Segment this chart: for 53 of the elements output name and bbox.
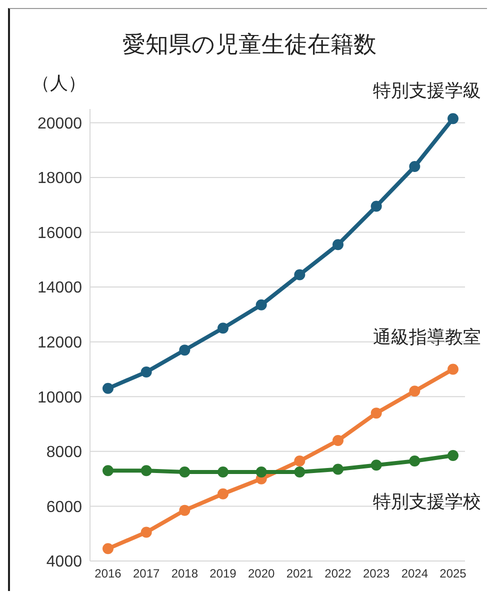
- point: [370, 408, 382, 419]
- y-tick-label: 10000: [38, 389, 82, 406]
- y-tick-label: 18000: [38, 170, 82, 188]
- x-tick-label: 2020: [248, 566, 276, 581]
- x-tick-label: 2018: [171, 566, 198, 581]
- point: [448, 113, 458, 124]
- point: [294, 456, 306, 467]
- series-label: 特別支援学校: [373, 492, 481, 512]
- y-tick-label: 16000: [38, 224, 82, 242]
- series-label: 特別支援学級: [373, 80, 481, 101]
- point: [218, 466, 228, 478]
- point: [409, 456, 420, 467]
- point: [256, 466, 267, 478]
- point: [140, 366, 152, 378]
- point: [102, 543, 114, 554]
- x-tick-label: 2016: [94, 566, 122, 581]
- point: [256, 299, 267, 310]
- point: [332, 464, 344, 475]
- y-tick-label: 14000: [38, 280, 82, 297]
- point: [179, 466, 190, 478]
- y-tick-label: 6000: [46, 498, 82, 516]
- x-tick-label: 2019: [210, 566, 237, 581]
- x-tick-label: 2023: [362, 566, 390, 581]
- y-tick-label: 8000: [46, 444, 82, 462]
- point: [140, 526, 152, 538]
- point: [409, 386, 420, 397]
- point: [218, 322, 228, 334]
- y-axis-title: （人）: [32, 72, 86, 95]
- point: [370, 200, 382, 212]
- point: [102, 465, 114, 476]
- point: [409, 161, 420, 172]
- x-tick-label: 2024: [401, 566, 428, 581]
- x-tick-label: 2017: [132, 566, 160, 581]
- point: [294, 269, 306, 280]
- point: [179, 504, 190, 516]
- point: [448, 450, 458, 462]
- point: [294, 466, 306, 478]
- point: [179, 344, 190, 356]
- y-tick-label: 4000: [46, 554, 82, 571]
- point: [448, 364, 458, 375]
- series-label: 通級指導教室: [373, 327, 481, 348]
- point: [332, 434, 344, 446]
- point: [140, 465, 152, 476]
- point: [218, 488, 228, 500]
- y-tick-label: 20000: [38, 115, 82, 132]
- x-tick-label: 2025: [440, 566, 467, 581]
- point: [102, 382, 114, 394]
- point: [370, 460, 382, 471]
- y-tick-label: 12000: [38, 334, 82, 352]
- point: [332, 239, 344, 250]
- chart-title: 愛知県の児童生徒在籍数: [122, 30, 378, 59]
- x-tick-label: 2022: [324, 566, 352, 581]
- x-tick-label: 2021: [286, 566, 314, 581]
